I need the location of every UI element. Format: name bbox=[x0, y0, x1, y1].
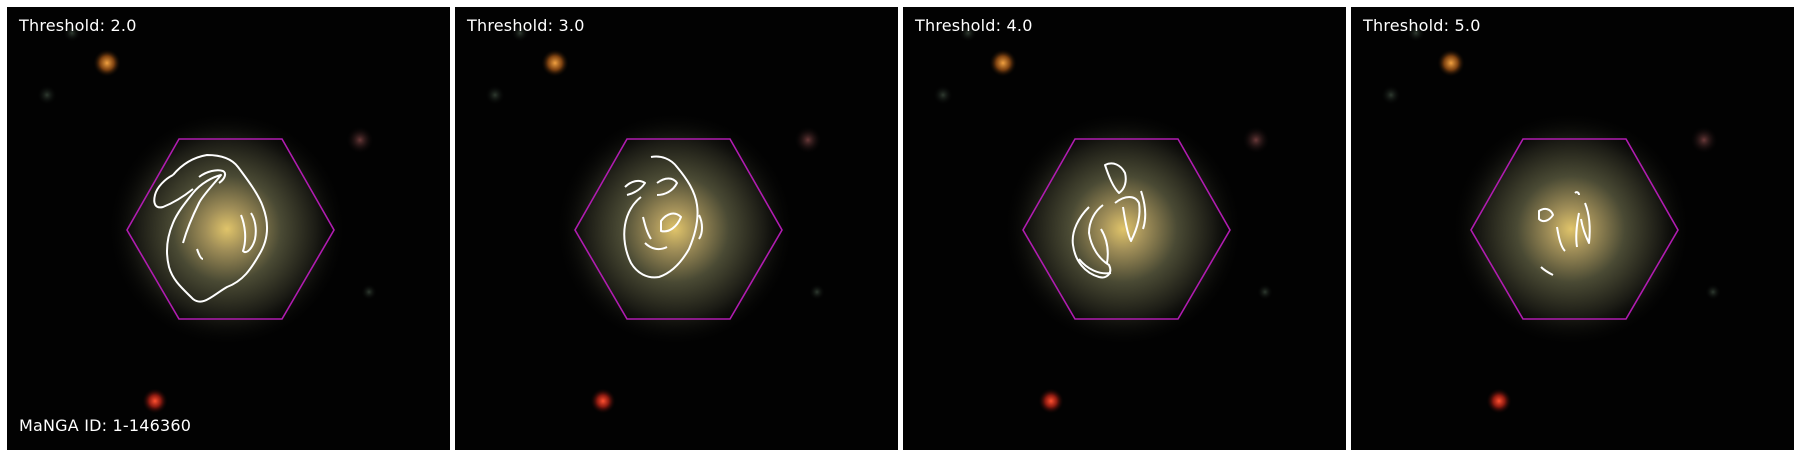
red-star bbox=[142, 388, 168, 414]
contour-lines bbox=[1538, 191, 1591, 276]
threshold-label: Threshold: 4.0 bbox=[915, 16, 1033, 35]
galaxy-glow bbox=[1451, 111, 1691, 347]
contour-lines bbox=[623, 155, 703, 279]
panel-threshold-3: Threshold: 3.0 bbox=[455, 7, 898, 450]
galaxy-image bbox=[455, 7, 898, 450]
contour-lines bbox=[1071, 162, 1147, 279]
orange-star bbox=[1437, 49, 1465, 77]
galaxy-glow bbox=[1003, 111, 1243, 347]
red-star bbox=[1038, 388, 1064, 414]
panel-threshold-4: Threshold: 4.0 bbox=[903, 7, 1346, 450]
faint-star bbox=[511, 24, 529, 42]
ifu-hexagon bbox=[126, 138, 335, 320]
galaxy-image bbox=[1351, 7, 1794, 450]
contour-lines bbox=[153, 154, 269, 303]
faint-star bbox=[1381, 85, 1401, 105]
faint-star bbox=[485, 85, 505, 105]
galaxy-glow bbox=[107, 111, 347, 347]
faint-star bbox=[1257, 284, 1273, 300]
threshold-label: Threshold: 2.0 bbox=[19, 16, 137, 35]
orange-star bbox=[989, 49, 1017, 77]
pink-star bbox=[794, 126, 822, 154]
manga-id-label: MaNGA ID: 1-146360 bbox=[19, 416, 192, 435]
red-star bbox=[1486, 388, 1512, 414]
faint-star bbox=[1407, 24, 1425, 42]
threshold-label: Threshold: 3.0 bbox=[467, 16, 585, 35]
galaxy-image bbox=[903, 7, 1346, 450]
orange-star bbox=[93, 49, 121, 77]
faint-star bbox=[63, 24, 81, 42]
faint-star bbox=[361, 284, 377, 300]
galaxy-glow bbox=[555, 111, 795, 347]
panel-threshold-2: Threshold: 2.0 MaNGA ID: 1-146360 bbox=[7, 7, 450, 450]
red-star bbox=[590, 388, 616, 414]
ifu-hexagon bbox=[1022, 138, 1231, 320]
faint-star bbox=[933, 85, 953, 105]
ifu-hexagon bbox=[1470, 138, 1679, 320]
pink-star bbox=[1242, 126, 1270, 154]
faint-star bbox=[809, 284, 825, 300]
faint-star bbox=[959, 24, 977, 42]
ifu-hexagon bbox=[574, 138, 783, 320]
faint-star bbox=[37, 85, 57, 105]
pink-star bbox=[346, 126, 374, 154]
galaxy-image bbox=[7, 7, 450, 450]
threshold-label: Threshold: 5.0 bbox=[1363, 16, 1481, 35]
panel-threshold-5: Threshold: 5.0 bbox=[1351, 7, 1794, 450]
orange-star bbox=[541, 49, 569, 77]
pink-star bbox=[1690, 126, 1718, 154]
faint-star bbox=[1705, 284, 1721, 300]
